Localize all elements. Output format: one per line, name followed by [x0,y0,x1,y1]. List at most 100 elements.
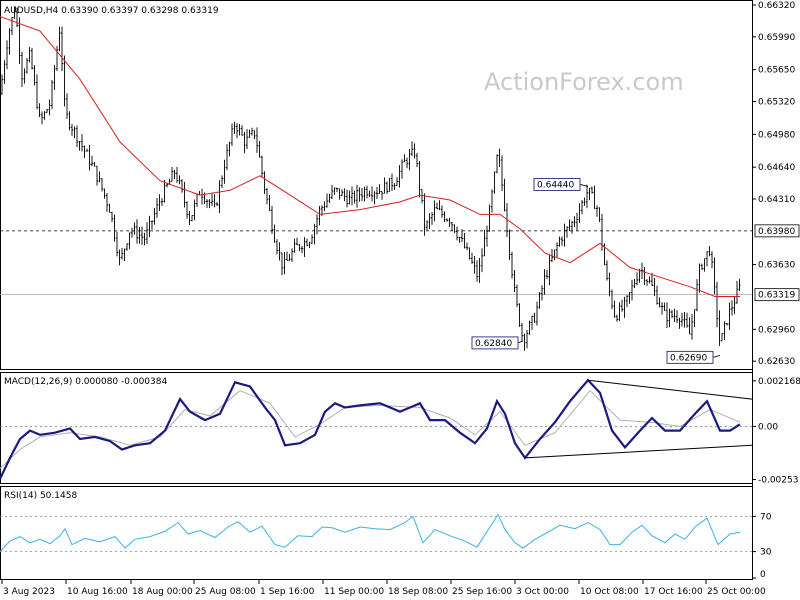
price-bar [16,7,18,28]
price-bar [578,203,581,224]
price-bar [546,269,548,280]
current-label-box: 0.63319 [754,288,800,302]
price-bar [483,229,486,257]
macd-main-line [0,378,741,480]
price-bar [363,186,366,202]
price-bar [661,302,663,315]
price-bar [273,224,276,243]
price-bar [58,26,61,52]
price-bar [98,171,101,183]
price-bar [686,312,688,328]
price-bar [393,183,396,190]
rsi-tick-label: 70 [760,512,772,522]
price-bar [21,51,23,88]
price-bar [623,296,626,318]
price-bar [208,199,211,209]
price-bar [186,201,188,219]
price-bar [316,214,318,235]
price-bar [238,124,241,136]
price-bar [583,197,586,206]
price-bar [348,190,351,205]
price-bar [726,322,728,326]
price-bar [318,205,321,226]
price-bar [96,165,98,186]
price-bar [586,184,588,209]
price-bar [538,292,541,309]
price-bar [36,74,38,110]
price-tick-label: 0.62960 [758,325,795,335]
price-bar [53,64,56,90]
macd-lower-trendline [524,444,753,459]
price-bar [138,227,141,244]
price-tick-label: 0.65320 [758,97,795,107]
price-bar [23,68,26,84]
price-bar [13,6,16,19]
macd-tick-label: 0.00 [758,422,778,432]
price-bar [666,302,668,328]
price-bar [426,220,428,231]
price-bar [113,214,116,242]
price-bar [116,231,118,257]
price-bar [281,252,283,276]
price-bar [561,236,563,246]
current-price-label: 0.63319 [758,291,795,301]
rsi-tick-label: 0 [760,570,766,580]
price-bar [171,167,173,182]
price-bar [246,129,248,150]
price-bar [626,295,628,308]
price-bar [218,180,221,214]
price-bar [463,232,466,249]
price-bar [536,301,538,326]
price-bar [508,229,511,260]
price-bar [391,173,393,192]
price-bar [486,225,488,247]
price-bar [436,202,438,210]
price-callouts: 0.64440 0.62840 0.62690 [471,177,721,364]
price-bar [341,189,343,197]
callout-label: 0.62690 [670,353,707,363]
price-bar [86,148,88,152]
price-bar [653,277,656,297]
price-bar [76,125,78,148]
price-bar [288,253,291,261]
price-bar [216,201,218,206]
time-tick-label: 25 Aug 08:00 [195,587,256,597]
price-bar [206,199,208,208]
price-bar [618,302,621,321]
price-bar [701,263,703,270]
price-bar [718,310,721,346]
price-bar [223,159,226,184]
price-bar [471,252,473,264]
moving-average-line [0,16,740,297]
price-bar [581,200,583,215]
price-bar [6,40,8,70]
price-bar [411,141,413,156]
price-bar [381,191,383,200]
price-bar [293,238,296,253]
price-bar [731,300,733,316]
price-bar [413,143,416,159]
price-bar [646,279,648,286]
price-bar [303,237,306,258]
price-bar [533,312,536,323]
price-bar [431,212,433,225]
price-bar [611,289,613,310]
price-bar [548,255,551,286]
price-bar [331,184,333,200]
price-bar [428,213,431,230]
price-bar [81,134,83,152]
price-bar [163,179,166,203]
price-bar [733,295,736,315]
price-bar [48,99,51,116]
price-bar [696,279,698,312]
price-bar [73,126,76,139]
price-bar [266,187,268,205]
price-bar [226,144,228,171]
price-bar [278,242,281,261]
price-bar [368,190,371,198]
price-bar [503,178,506,212]
price-bar [136,219,138,244]
price-bar [66,93,68,119]
price-tick-label: 0.64640 [758,163,795,173]
price-bar [688,317,691,335]
